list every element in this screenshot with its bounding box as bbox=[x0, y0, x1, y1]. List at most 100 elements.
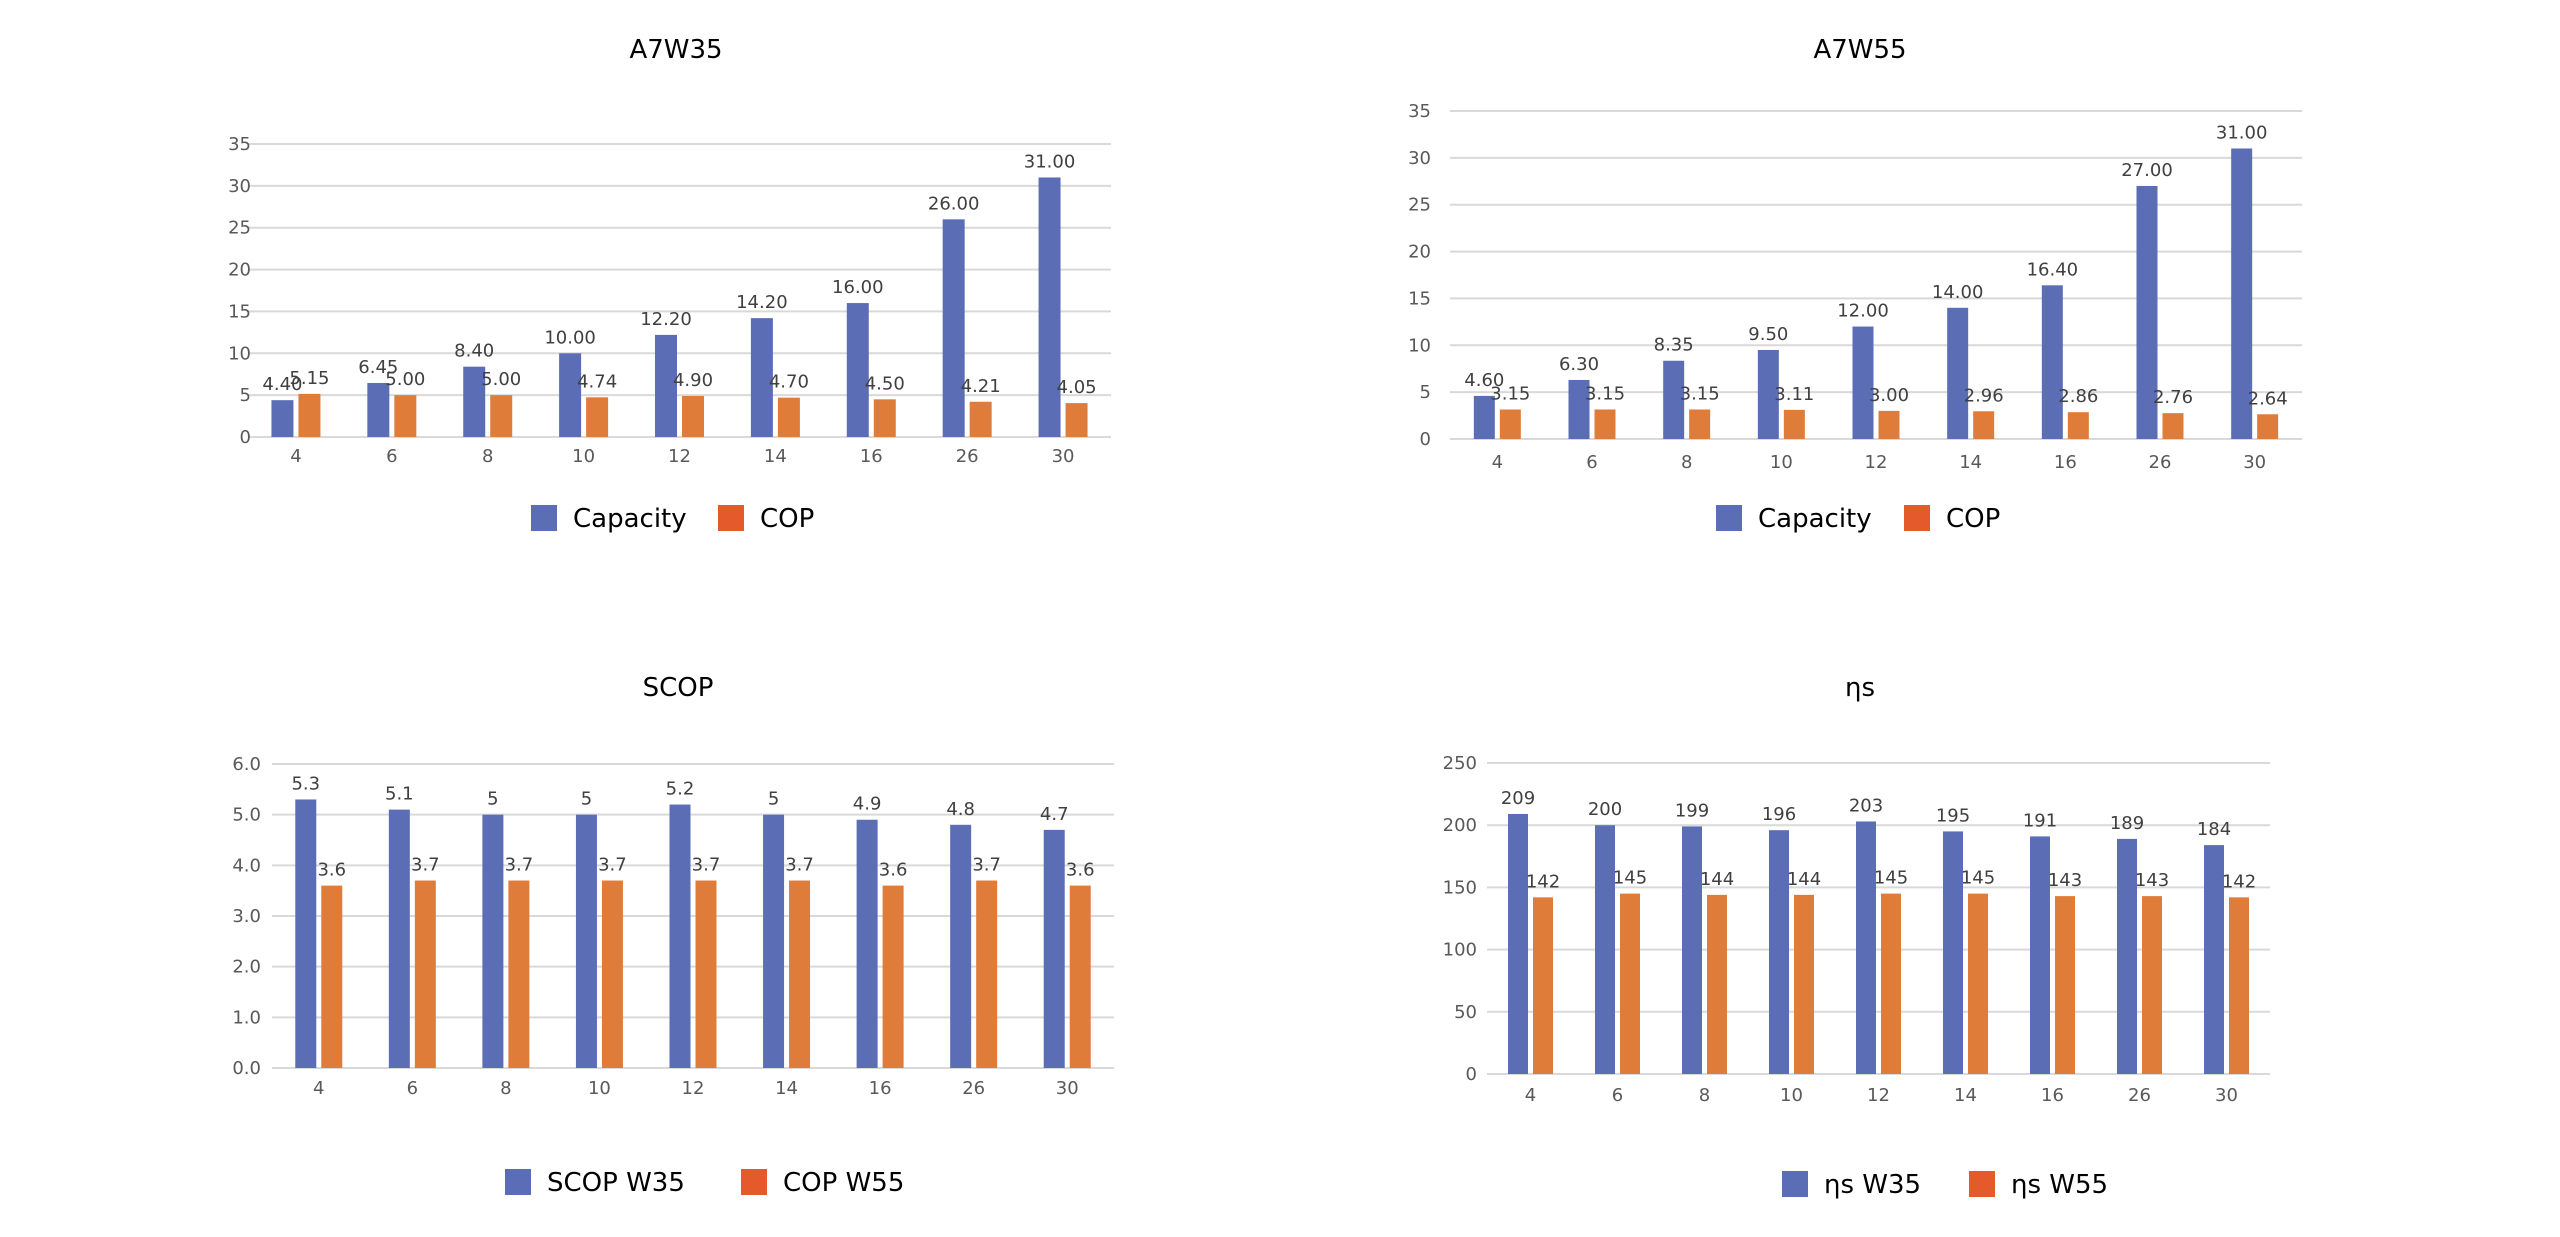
bar-a bbox=[942, 219, 965, 437]
bar-a bbox=[750, 318, 773, 437]
bar-b bbox=[1973, 411, 1995, 439]
data-label: 27.00 bbox=[2121, 160, 2173, 181]
y-tick-label: 20 bbox=[1408, 242, 1431, 263]
bar-b bbox=[586, 397, 609, 437]
y-tick-label: 10 bbox=[228, 343, 251, 364]
bar-a bbox=[2136, 185, 2158, 439]
y-tick-label: 0 bbox=[1420, 429, 1431, 450]
bar-a bbox=[388, 809, 410, 1068]
bar-b bbox=[2229, 897, 2249, 1074]
bar-b bbox=[2142, 896, 2162, 1074]
y-tick-label: 250 bbox=[1443, 753, 1477, 774]
legend-swatch bbox=[1969, 1171, 1995, 1197]
bar-a bbox=[1682, 826, 1702, 1074]
x-tick-label: 12 bbox=[668, 446, 691, 467]
data-label: 145 bbox=[1613, 868, 1647, 889]
data-label: 203 bbox=[1849, 795, 1883, 816]
data-label: 3.15 bbox=[1490, 383, 1530, 404]
data-label: 3.7 bbox=[785, 855, 814, 876]
x-tick-label: 10 bbox=[588, 1078, 611, 1099]
data-label: 6.30 bbox=[1559, 354, 1599, 375]
x-tick-label: 4 bbox=[313, 1078, 324, 1099]
bar-b bbox=[601, 880, 623, 1068]
bar-b bbox=[1794, 894, 1814, 1074]
data-label: 12.20 bbox=[640, 309, 692, 330]
data-label: 10.00 bbox=[544, 327, 596, 348]
y-tick-label: 0 bbox=[1466, 1064, 1477, 1085]
bar-a bbox=[2117, 838, 2137, 1074]
y-tick-label: 4.0 bbox=[232, 855, 261, 876]
bar-b bbox=[969, 401, 992, 437]
y-tick-label: 25 bbox=[228, 218, 251, 239]
data-label: 14.00 bbox=[1932, 282, 1984, 303]
x-tick-label: 6 bbox=[1586, 452, 1597, 473]
bar-a bbox=[1508, 814, 1528, 1074]
bar-b bbox=[1069, 885, 1091, 1068]
data-label: 2.76 bbox=[2153, 387, 2193, 408]
x-tick-label: 12 bbox=[1867, 1085, 1890, 1106]
x-tick-label: 12 bbox=[682, 1078, 705, 1099]
chart-title: A7W55 bbox=[1813, 35, 1906, 65]
data-label: 195 bbox=[1936, 805, 1970, 826]
legend-swatch bbox=[741, 1169, 767, 1195]
y-tick-label: 10 bbox=[1408, 335, 1431, 356]
data-label: 4.21 bbox=[961, 376, 1001, 397]
bar-b bbox=[1878, 410, 1900, 439]
legend-item: COP bbox=[718, 504, 814, 534]
data-label: 5 bbox=[487, 789, 498, 810]
bar-a bbox=[669, 804, 691, 1068]
data-label: 191 bbox=[2023, 810, 2057, 831]
bar-b bbox=[1533, 897, 1553, 1074]
chart-3: SCOP 0.0 1.0 2.0 3.0 4.0 5.0 6.0 5.3 3.6 4 5.1 3.7 6 5… bbox=[232, 673, 1114, 1198]
data-label: 14.20 bbox=[736, 292, 788, 313]
bar-b bbox=[2257, 414, 2279, 439]
bar-a bbox=[575, 814, 597, 1068]
data-label: 2.86 bbox=[2058, 386, 2098, 407]
bar-a bbox=[856, 819, 878, 1068]
bar-a bbox=[2030, 836, 2050, 1074]
bar-b bbox=[2055, 896, 2075, 1074]
data-label: 3.7 bbox=[692, 855, 721, 876]
data-label: 5.15 bbox=[289, 368, 329, 389]
legend-item: SCOP W35 bbox=[505, 1168, 685, 1198]
chart-1: A7W35051015202530354.405.1546.455.0068.4… bbox=[228, 35, 1111, 534]
data-label: 4.9 bbox=[853, 794, 882, 815]
x-tick-label: 14 bbox=[775, 1078, 798, 1099]
data-label: 4.60 bbox=[1464, 370, 1504, 391]
y-tick-label: 35 bbox=[1408, 101, 1431, 122]
bar-b bbox=[882, 885, 904, 1068]
y-tick-label: 5 bbox=[240, 385, 251, 406]
bar-a bbox=[655, 334, 677, 437]
data-label: 199 bbox=[1675, 800, 1709, 821]
bar-b bbox=[1881, 893, 1901, 1074]
x-tick-label: 14 bbox=[764, 446, 787, 467]
x-tick-label: 4 bbox=[1525, 1085, 1536, 1106]
data-label: 209 bbox=[1501, 788, 1535, 809]
data-label: 196 bbox=[1762, 804, 1796, 825]
bar-a bbox=[559, 353, 582, 437]
x-tick-label: 30 bbox=[1052, 446, 1075, 467]
bar-b bbox=[1620, 893, 1640, 1074]
bar-a bbox=[1038, 177, 1061, 437]
legend-item: Capacity bbox=[1716, 504, 1872, 534]
data-label: 5 bbox=[768, 789, 779, 810]
x-tick-label: 4 bbox=[1492, 452, 1503, 473]
data-label: 8.35 bbox=[1654, 335, 1694, 356]
data-label: 6.45 bbox=[358, 357, 398, 378]
data-label: 3.11 bbox=[1774, 384, 1814, 405]
data-label: 5 bbox=[581, 789, 592, 810]
x-tick-label: 14 bbox=[1954, 1085, 1977, 1106]
bar-b bbox=[414, 880, 436, 1068]
bar-a bbox=[2204, 845, 2224, 1074]
data-label: 5.2 bbox=[666, 779, 695, 800]
x-tick-label: 10 bbox=[572, 446, 595, 467]
data-label: 3.7 bbox=[972, 855, 1001, 876]
legend-label: ηs W35 bbox=[1824, 1170, 1921, 1200]
data-label: 3.15 bbox=[1585, 383, 1625, 404]
legend-label: COP bbox=[1946, 504, 2000, 534]
bar-a bbox=[1943, 831, 1963, 1074]
y-tick-label: 0.0 bbox=[232, 1058, 261, 1079]
x-tick-label: 10 bbox=[1770, 452, 1793, 473]
y-tick-label: 25 bbox=[1408, 195, 1431, 216]
y-tick-label: 200 bbox=[1443, 815, 1477, 836]
